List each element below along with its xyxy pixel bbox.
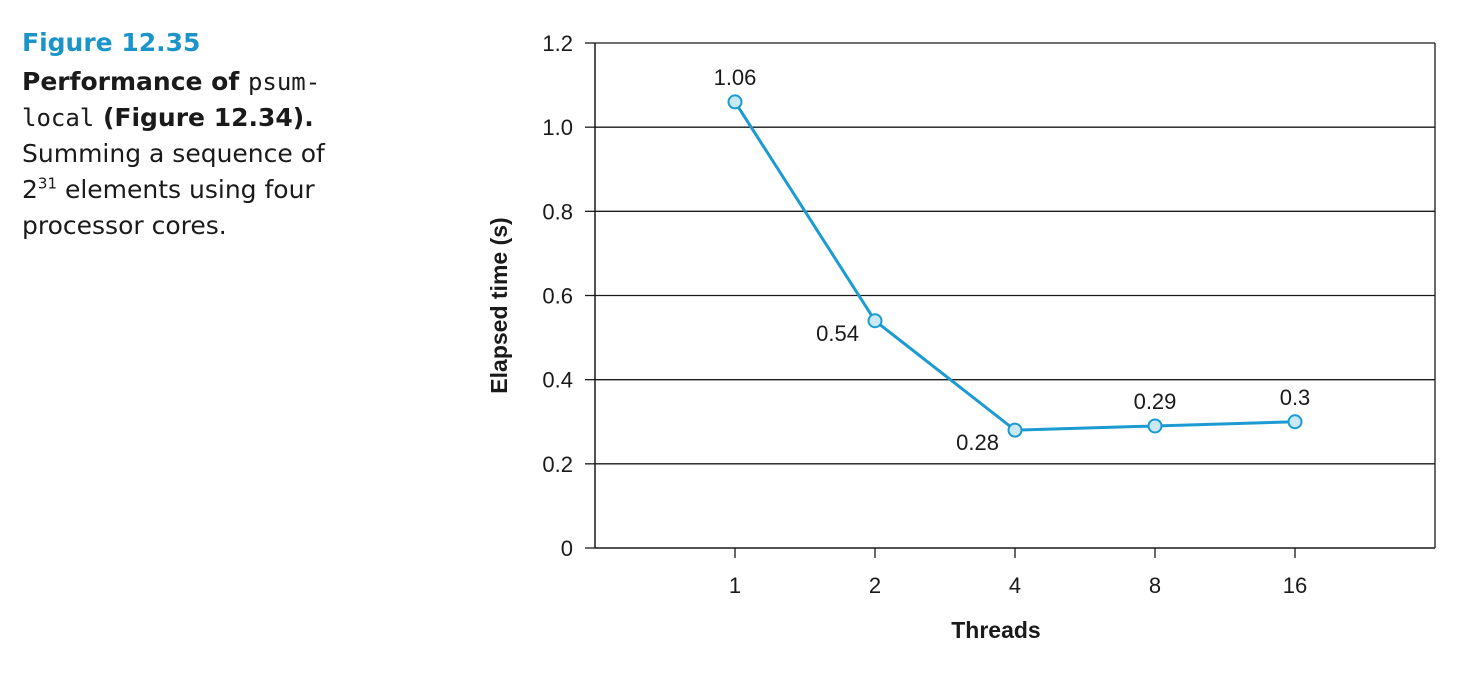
data-point [867, 313, 883, 329]
x-tick-label: 1 [729, 573, 741, 598]
data-label: 1.06 [714, 65, 757, 90]
y-tick-label: 0.8 [542, 199, 573, 224]
data-label: 0.29 [1134, 389, 1177, 414]
caption-desc-line1: Summing a sequence of [22, 139, 325, 168]
y-tick-label: 0 [561, 536, 573, 561]
data-point [727, 94, 743, 110]
x-axis-title: Threads [951, 617, 1040, 643]
caption-title-prefix: Performance of [22, 67, 248, 96]
data-point [1007, 422, 1023, 438]
caption-desc-line3: processor cores. [22, 211, 227, 240]
data-point [1147, 418, 1163, 434]
data-label: 0.3 [1280, 385, 1311, 410]
caption-title-line2: local (Figure 12.34). [22, 100, 402, 136]
x-tick-label: 16 [1283, 573, 1307, 598]
caption-code-1: psum- [247, 68, 321, 96]
y-tick-label: 0.4 [542, 368, 573, 393]
figure-caption: Figure 12.35 Performance of psum- local … [22, 28, 402, 244]
data-label: 0.54 [816, 321, 859, 346]
x-tick-label: 4 [1009, 573, 1021, 598]
caption-desc-rest: elements using four [57, 175, 315, 204]
y-tick-label: 0.2 [542, 452, 573, 477]
caption-exponent: 31 [37, 174, 57, 193]
figure-number: Figure 12.35 [22, 28, 201, 57]
caption-base: 2 [22, 175, 38, 204]
x-tick-label: 2 [869, 573, 881, 598]
caption-code-2: local [22, 104, 95, 132]
caption-desc-line2: 231 elements using four [22, 172, 402, 208]
caption-title-line1: Performance of psum- [22, 64, 402, 100]
data-point [1287, 414, 1303, 430]
y-tick-label: 1.2 [542, 31, 573, 56]
data-label: 0.28 [956, 430, 999, 455]
y-tick-label: 0.6 [542, 284, 573, 309]
x-tick-label: 8 [1149, 573, 1161, 598]
y-tick-label: 1.0 [542, 115, 573, 140]
y-axis-title: Elapsed time (s) [486, 217, 512, 393]
series-line [733, 101, 1296, 432]
caption-title-suffix: (Figure 12.34). [94, 103, 314, 132]
